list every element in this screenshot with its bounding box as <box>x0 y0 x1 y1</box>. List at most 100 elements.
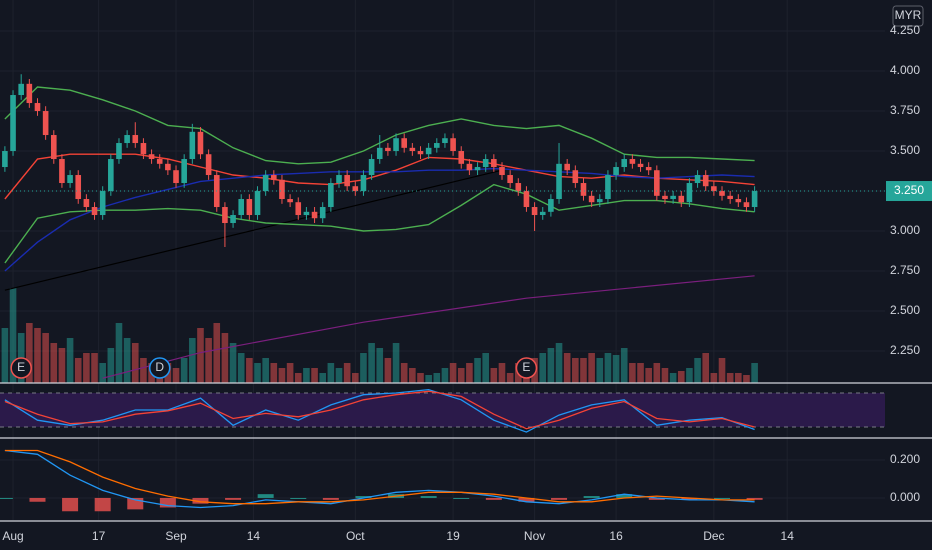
candle-body <box>303 211 310 216</box>
x-tick-label: 17 <box>92 529 106 543</box>
candle-body <box>91 207 98 216</box>
candle-body <box>433 143 440 148</box>
candle-body <box>474 167 481 171</box>
candle-body <box>124 135 130 144</box>
candle-body <box>507 175 513 184</box>
candle-body <box>743 202 750 208</box>
candle-body <box>605 175 611 200</box>
candle-body <box>108 159 114 192</box>
event-marker[interactable] <box>10 357 32 379</box>
candle-body <box>450 138 456 152</box>
macd-histogram-bar <box>583 496 600 498</box>
candle-body <box>596 199 603 203</box>
volume-bar <box>457 368 465 383</box>
y-tick-label: 3.750 <box>890 103 920 117</box>
candle-body <box>222 207 228 224</box>
volume-bar <box>433 373 441 383</box>
x-tick-label: 19 <box>446 529 460 543</box>
volume-bar <box>140 358 147 383</box>
event-marker[interactable] <box>515 357 538 379</box>
labels: 2.250 2.500 2.750 3.000 3.250 3.500 3.750 4.000… <box>0 23 932 543</box>
volume-bar <box>327 363 335 383</box>
volume-bar <box>417 373 424 383</box>
candles <box>2 74 758 248</box>
volume <box>1 288 758 383</box>
y-tick-label: 2.750 <box>890 263 920 277</box>
macd-histogram-bar <box>616 494 633 498</box>
macd-histogram-bar <box>681 497 698 500</box>
candle-body <box>99 191 106 216</box>
candle-body <box>132 135 139 144</box>
volume-bar <box>368 343 375 383</box>
volume-bar <box>237 353 245 383</box>
y-tick-label: 4.000 <box>890 63 920 77</box>
candle-body <box>662 195 668 200</box>
candle-body <box>572 170 579 184</box>
candle-body <box>230 215 236 224</box>
candle-body <box>368 159 375 176</box>
candle-body <box>702 175 709 187</box>
volume-bar <box>1 328 9 383</box>
candle-body <box>360 175 367 192</box>
macd-histogram-bar <box>159 497 176 508</box>
volume-bar <box>115 323 123 383</box>
volume-bar <box>677 371 685 383</box>
rsi-line <box>4 390 755 430</box>
volume-bar <box>555 343 563 383</box>
volume-bar <box>172 368 180 383</box>
candle-body <box>751 191 758 208</box>
volume-bar <box>303 368 310 383</box>
macd-line <box>4 449 755 505</box>
candle-body <box>376 147 383 160</box>
overlay-line <box>4 153 755 200</box>
volume-bar <box>596 358 604 383</box>
volume-bar <box>278 368 286 383</box>
macd-histogram-bar <box>225 497 242 500</box>
candle-body <box>548 199 554 212</box>
candle-body <box>238 199 245 216</box>
volume-bar <box>702 353 710 383</box>
macd-histogram-bar <box>420 496 437 498</box>
y-tick-label: 2.500 <box>890 303 920 317</box>
event-label[interactable]: E <box>522 360 530 374</box>
volume-bar <box>376 348 384 383</box>
volume-bar <box>620 348 628 383</box>
candle-body <box>637 163 644 168</box>
macd-histogram-bar <box>257 494 274 498</box>
volume-bar <box>604 353 612 383</box>
x-tick-label: Dec <box>703 529 724 543</box>
volume-bar <box>409 368 416 383</box>
currency[interactable]: MYR <box>895 8 922 22</box>
candle-body <box>491 159 497 168</box>
candle-body <box>311 211 318 219</box>
currency-box[interactable] <box>892 5 924 27</box>
volume-bar <box>34 328 41 383</box>
candle-body <box>393 138 399 152</box>
volume-bar <box>710 373 718 383</box>
macd-histogram-bar <box>453 497 470 499</box>
candle-body <box>727 195 733 200</box>
event-label[interactable]: D <box>155 360 164 374</box>
volume-bar <box>539 353 547 383</box>
volume-bar <box>637 363 644 383</box>
volume-bar <box>286 363 294 383</box>
volume-bar <box>547 348 555 383</box>
candle-body <box>711 186 717 192</box>
volume-bar <box>91 353 98 383</box>
volume-bar <box>425 375 432 383</box>
macd-line <box>4 449 755 509</box>
candle-body <box>181 159 187 184</box>
event-marker[interactable] <box>148 357 171 379</box>
volume-bar <box>42 333 49 383</box>
candle-body <box>2 151 8 168</box>
event-label[interactable]: E <box>17 360 25 374</box>
candle-body <box>466 163 473 171</box>
candle-body <box>425 147 432 155</box>
candle-body <box>482 159 489 168</box>
volume-bar <box>669 373 677 383</box>
candle-body <box>156 159 163 164</box>
volume-bar <box>50 343 58 383</box>
volume-bar <box>441 368 449 383</box>
volume-bar <box>343 363 351 383</box>
volume-bar <box>580 358 587 383</box>
